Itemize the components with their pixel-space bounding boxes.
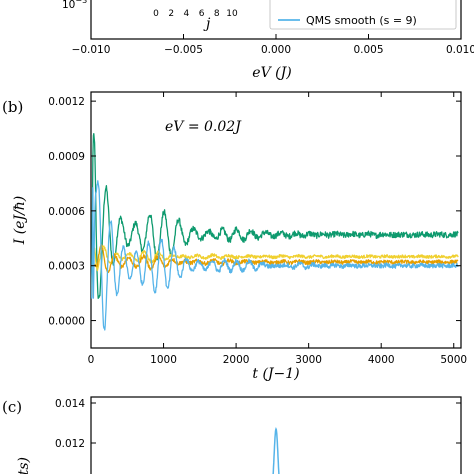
panel-a-xlabel: eV (J) (252, 65, 291, 81)
panel-a: −0.010 −0.005 0.000 0.005 0.010 10−3 0 2 4 6 8 10… (62, 0, 474, 81)
panel-b-x-tick-label: 0 (88, 354, 95, 366)
panel-a-y-tick-exponent: −3 (75, 0, 87, 5)
panel-a-inset-xlabel: j (203, 16, 211, 32)
panel-b-frame (90, 91, 462, 349)
panel-b-series-line (91, 234, 459, 298)
panel-a-inset: 0 2 4 6 8 10 (153, 9, 238, 19)
panel-a-inset-tick-label: 6 (199, 9, 205, 19)
panel-a-legend-label: QMS smooth (s = 9) (306, 14, 417, 27)
panel-a-inset-tick-label: 10 (226, 9, 238, 19)
panel-a-y-tick-label: 10−3 (62, 0, 87, 11)
panel-c-frame (90, 396, 462, 474)
panel-b-y-ticks: 0.0000 0.0003 0.0006 0.0009 0.0012 (48, 96, 461, 328)
panel-c-peak-line (272, 427, 280, 474)
panel-b-series-group (91, 132, 459, 331)
panel-b-y-tick-label: 0.0006 (48, 206, 85, 218)
panel-b-y-tick-label: 0.0003 (48, 261, 85, 273)
panel-a-inset-tick-label: 2 (168, 9, 174, 19)
panel-b-series-line (91, 132, 459, 299)
panel-c-y-tick-label: 0.014 (55, 398, 85, 410)
panel-b: (b) 0 1000 2000 3000 4000 5000 0.00000.00030.… (2, 91, 467, 382)
panel-b-x-tick-label: 2000 (223, 354, 250, 366)
panel-b-x-ticks: 0 1000 2000 3000 4000 5000 (88, 92, 467, 366)
panel-a-legend-box (269, 0, 457, 30)
panel-a-x-ticks: −0.010 −0.005 0.000 0.005 0.010 (72, 34, 474, 56)
panel-a-x-tick-label: 0.010 (446, 44, 474, 56)
panel-b-y-tick-label: 0.0009 (48, 151, 85, 163)
panel-a-inset-tick-label: 0 (153, 9, 159, 19)
panel-a-x-tick-label: −0.005 (164, 44, 203, 56)
panel-c-y-tick-label: 0.012 (55, 438, 85, 450)
panel-b-x-tick-label: 3000 (295, 354, 322, 366)
panel-b-series-line (91, 180, 459, 331)
panel-c-label: (c) (2, 398, 22, 416)
panel-b-label: (b) (2, 98, 23, 116)
panel-b-xlabel: t (J−1) (252, 366, 299, 382)
panel-a-inset-tick-label: 4 (184, 9, 190, 19)
panel-a-inset-tick-label: 8 (214, 9, 220, 19)
panel-b-ylabel: I (eJ/ħ) (12, 196, 28, 246)
panel-b-x-tick-label: 1000 (150, 354, 177, 366)
panel-b-y-tick-label: 0.0000 (48, 316, 85, 328)
panel-b-annotation: eV = 0.02J (165, 119, 242, 135)
panel-b-series-line (91, 230, 459, 296)
panel-a-x-tick-label: −0.010 (72, 44, 111, 56)
panel-b-y-tick-label: 0.0012 (48, 96, 85, 108)
panel-a-x-tick-label: 0.005 (353, 44, 383, 56)
panel-a-x-tick-label: 0.000 (261, 44, 291, 56)
panel-b-x-tick-label: 5000 (440, 354, 467, 366)
panel-c-ylabel: mits) (16, 457, 32, 474)
panel-a-legend: QMS smooth (s = 9) (269, 0, 457, 30)
panel-b-x-tick-label: 4000 (368, 354, 395, 366)
